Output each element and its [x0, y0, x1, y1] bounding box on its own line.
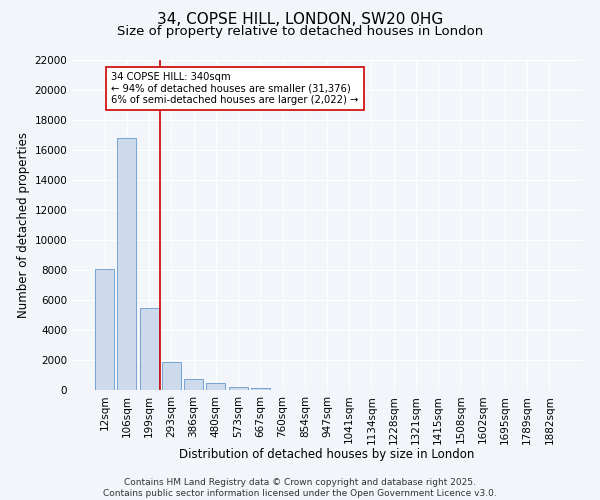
Text: Size of property relative to detached houses in London: Size of property relative to detached ho… — [117, 25, 483, 38]
Bar — [95, 268, 114, 390]
Bar — [184, 379, 203, 390]
Bar — [140, 308, 158, 390]
Bar — [251, 388, 270, 390]
Text: 34 COPSE HILL: 340sqm
← 94% of detached houses are smaller (31,376)
6% of semi-d: 34 COPSE HILL: 340sqm ← 94% of detached … — [112, 72, 359, 105]
Bar — [162, 362, 181, 390]
Text: 34, COPSE HILL, LONDON, SW20 0HG: 34, COPSE HILL, LONDON, SW20 0HG — [157, 12, 443, 28]
Bar — [118, 138, 136, 390]
Text: Contains HM Land Registry data © Crown copyright and database right 2025.
Contai: Contains HM Land Registry data © Crown c… — [103, 478, 497, 498]
Bar — [229, 386, 248, 390]
Bar — [206, 383, 225, 390]
X-axis label: Distribution of detached houses by size in London: Distribution of detached houses by size … — [179, 448, 475, 461]
Y-axis label: Number of detached properties: Number of detached properties — [17, 132, 30, 318]
